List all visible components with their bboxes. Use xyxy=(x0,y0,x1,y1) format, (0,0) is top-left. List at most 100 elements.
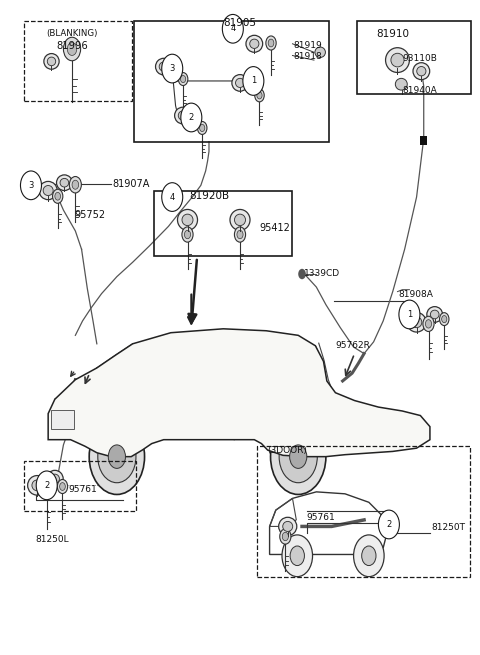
Ellipse shape xyxy=(250,39,259,48)
Circle shape xyxy=(399,300,420,329)
Polygon shape xyxy=(48,329,430,457)
Ellipse shape xyxy=(159,62,168,71)
Text: 95762R: 95762R xyxy=(336,341,370,350)
Ellipse shape xyxy=(236,79,244,88)
Circle shape xyxy=(21,171,41,200)
Ellipse shape xyxy=(235,214,245,225)
Text: 81940A: 81940A xyxy=(402,86,437,95)
Ellipse shape xyxy=(230,210,250,231)
Text: 81907A: 81907A xyxy=(112,179,149,189)
Text: 95761: 95761 xyxy=(307,514,336,523)
Bar xyxy=(420,136,427,145)
Circle shape xyxy=(362,546,376,565)
Circle shape xyxy=(162,183,183,212)
Bar xyxy=(154,191,292,255)
Text: 3: 3 xyxy=(169,64,175,73)
Circle shape xyxy=(182,227,193,242)
Text: 81910: 81910 xyxy=(376,29,409,39)
Text: 1339CD: 1339CD xyxy=(304,269,340,278)
Ellipse shape xyxy=(50,474,60,483)
Ellipse shape xyxy=(283,521,293,531)
Ellipse shape xyxy=(246,35,263,52)
Bar xyxy=(357,21,471,94)
Text: 81250T: 81250T xyxy=(431,523,465,532)
FancyArrowPatch shape xyxy=(71,371,75,376)
Text: 81920B: 81920B xyxy=(189,191,229,200)
Ellipse shape xyxy=(182,214,193,225)
Ellipse shape xyxy=(407,312,426,332)
Circle shape xyxy=(41,483,53,500)
Circle shape xyxy=(282,533,288,540)
Circle shape xyxy=(36,471,57,500)
Text: 81905: 81905 xyxy=(224,18,256,28)
Ellipse shape xyxy=(178,210,198,231)
Circle shape xyxy=(255,89,264,102)
Text: 3: 3 xyxy=(28,181,34,190)
Ellipse shape xyxy=(43,185,53,196)
Circle shape xyxy=(257,92,262,99)
Ellipse shape xyxy=(28,476,47,495)
Ellipse shape xyxy=(315,47,325,58)
Bar xyxy=(24,21,132,100)
Circle shape xyxy=(43,487,50,496)
Ellipse shape xyxy=(57,175,72,191)
Circle shape xyxy=(425,320,432,328)
Ellipse shape xyxy=(396,79,407,90)
Ellipse shape xyxy=(47,470,63,487)
Text: 4: 4 xyxy=(169,193,175,202)
Text: 81250L: 81250L xyxy=(36,535,70,544)
Ellipse shape xyxy=(279,517,297,536)
Circle shape xyxy=(67,43,77,56)
Text: 93110B: 93110B xyxy=(402,54,437,63)
Bar xyxy=(134,21,329,141)
Ellipse shape xyxy=(44,54,59,69)
Circle shape xyxy=(442,316,447,323)
Circle shape xyxy=(222,14,243,43)
FancyArrowPatch shape xyxy=(85,376,90,383)
Ellipse shape xyxy=(391,53,404,67)
Circle shape xyxy=(354,535,384,576)
Ellipse shape xyxy=(427,307,443,322)
Ellipse shape xyxy=(32,480,42,491)
Bar xyxy=(24,460,136,512)
Text: 1: 1 xyxy=(251,77,256,85)
Text: 95761: 95761 xyxy=(68,485,97,495)
Bar xyxy=(51,410,74,428)
Circle shape xyxy=(57,479,68,494)
Text: 81918: 81918 xyxy=(293,52,322,62)
Circle shape xyxy=(234,227,246,242)
Circle shape xyxy=(440,312,449,326)
Text: 95752: 95752 xyxy=(74,210,105,220)
Circle shape xyxy=(72,180,79,189)
Ellipse shape xyxy=(411,317,422,328)
Circle shape xyxy=(200,124,205,132)
Ellipse shape xyxy=(39,181,57,200)
Circle shape xyxy=(108,445,125,468)
Circle shape xyxy=(279,430,317,483)
Circle shape xyxy=(180,75,186,83)
Circle shape xyxy=(162,54,183,83)
Ellipse shape xyxy=(431,310,439,319)
Ellipse shape xyxy=(417,67,426,76)
Ellipse shape xyxy=(175,107,191,124)
Circle shape xyxy=(69,176,82,193)
Circle shape xyxy=(280,529,291,544)
Circle shape xyxy=(60,483,65,491)
Circle shape xyxy=(268,39,274,47)
Text: 81996: 81996 xyxy=(56,41,88,50)
Circle shape xyxy=(89,419,144,495)
Ellipse shape xyxy=(232,75,248,91)
Text: 2: 2 xyxy=(386,520,392,529)
Circle shape xyxy=(423,316,434,331)
Ellipse shape xyxy=(156,58,172,75)
Text: 2: 2 xyxy=(44,481,49,490)
Text: 81908A: 81908A xyxy=(398,290,433,299)
Circle shape xyxy=(63,37,81,61)
Ellipse shape xyxy=(385,48,409,73)
Ellipse shape xyxy=(178,111,187,120)
Circle shape xyxy=(289,445,307,468)
Circle shape xyxy=(378,510,399,539)
Circle shape xyxy=(179,73,188,86)
Circle shape xyxy=(271,419,326,495)
Text: 95412: 95412 xyxy=(259,223,290,233)
